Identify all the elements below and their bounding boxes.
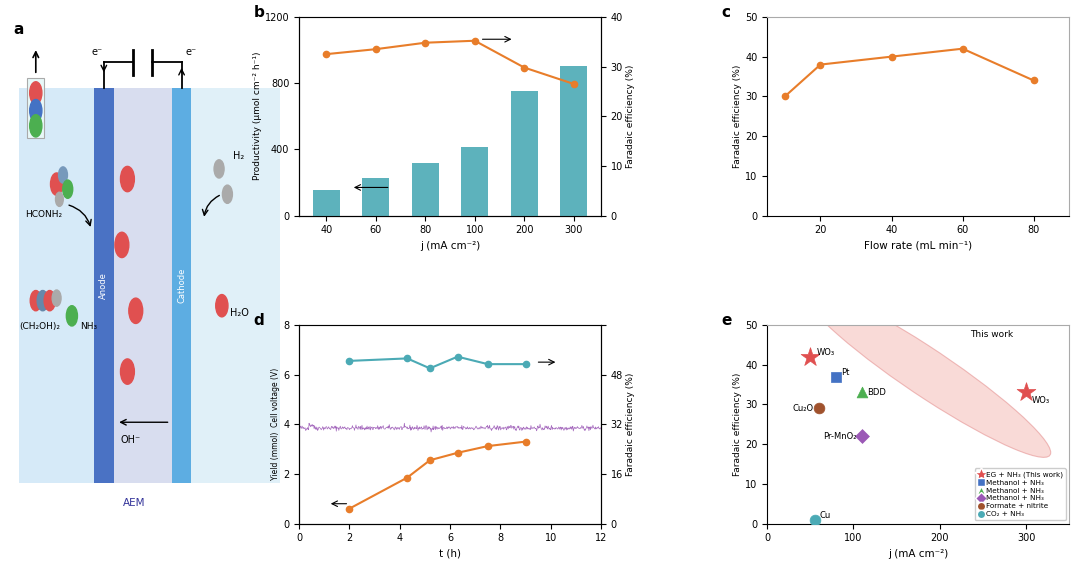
Point	[827, 372, 845, 381]
Y-axis label: Faradaic efficiency (%): Faradaic efficiency (%)	[626, 373, 635, 476]
Text: OH⁻: OH⁻	[120, 435, 140, 445]
Circle shape	[121, 359, 134, 384]
Text: BDD: BDD	[867, 388, 886, 397]
FancyBboxPatch shape	[27, 78, 44, 138]
Text: This work: This work	[970, 330, 1013, 339]
Text: (CH₂OH)₂: (CH₂OH)₂	[19, 321, 60, 330]
Legend: EG + NH₃ (This work), Methanol + NH₃, Methanol + NH₃, Methanol + NH₃, Formate + : EG + NH₃ (This work), Methanol + NH₃, Me…	[975, 468, 1066, 520]
Circle shape	[44, 291, 55, 311]
Y-axis label: Faradaic efficiency (%): Faradaic efficiency (%)	[733, 65, 742, 168]
Y-axis label: Faradaic efficiency (%): Faradaic efficiency (%)	[733, 373, 742, 476]
Text: e⁻: e⁻	[186, 47, 197, 57]
Text: Cu₂O: Cu₂O	[793, 404, 813, 413]
FancyBboxPatch shape	[19, 88, 280, 483]
Text: Cu: Cu	[820, 511, 831, 520]
Circle shape	[37, 291, 49, 311]
Circle shape	[216, 294, 228, 317]
Y-axis label: Productivity (μmol cm⁻² h⁻¹): Productivity (μmol cm⁻² h⁻¹)	[253, 52, 261, 181]
Y-axis label: Faradaic efficiency (%): Faradaic efficiency (%)	[626, 65, 635, 168]
Text: HCONH₂: HCONH₂	[25, 210, 62, 219]
Text: e⁻: e⁻	[92, 47, 103, 57]
Point	[853, 432, 870, 441]
X-axis label: Flow rate (mL min⁻¹): Flow rate (mL min⁻¹)	[864, 241, 972, 251]
Text: WO₃: WO₃	[1031, 396, 1050, 405]
Text: Anode: Anode	[99, 272, 108, 299]
Text: e: e	[721, 313, 732, 328]
Bar	[312, 190, 340, 216]
Point	[806, 515, 823, 524]
Circle shape	[222, 185, 232, 203]
Text: Cathode: Cathode	[177, 268, 186, 303]
Circle shape	[114, 232, 129, 258]
Point	[801, 352, 819, 361]
Point	[1017, 388, 1035, 397]
Circle shape	[121, 166, 134, 191]
Bar	[561, 66, 588, 216]
Circle shape	[129, 298, 143, 323]
Text: c: c	[721, 5, 731, 20]
X-axis label: j (mA cm⁻²): j (mA cm⁻²)	[888, 549, 948, 559]
Text: H₂O: H₂O	[230, 308, 249, 318]
Ellipse shape	[802, 288, 1051, 457]
Text: Pr-MnO₂: Pr-MnO₂	[823, 432, 856, 441]
FancyBboxPatch shape	[172, 88, 191, 483]
FancyBboxPatch shape	[95, 88, 173, 483]
X-axis label: t (h): t (h)	[438, 549, 461, 559]
Circle shape	[214, 160, 224, 178]
Text: a: a	[14, 22, 24, 37]
Circle shape	[58, 167, 67, 183]
Circle shape	[55, 192, 64, 207]
Y-axis label: Yield (mmol)  Cell voltage (V): Yield (mmol) Cell voltage (V)	[271, 368, 280, 480]
Bar	[461, 147, 488, 216]
Text: d: d	[254, 313, 265, 328]
Point	[853, 388, 870, 397]
Circle shape	[29, 100, 42, 122]
X-axis label: j (mA cm⁻²): j (mA cm⁻²)	[420, 241, 481, 251]
Text: Pt: Pt	[841, 368, 850, 377]
Bar	[411, 163, 438, 216]
Circle shape	[30, 291, 41, 311]
Text: H₂: H₂	[233, 151, 244, 161]
Circle shape	[66, 306, 78, 326]
Circle shape	[51, 173, 63, 195]
Point	[810, 404, 827, 413]
FancyBboxPatch shape	[183, 88, 280, 483]
Circle shape	[29, 115, 42, 137]
Circle shape	[29, 82, 42, 104]
Text: b: b	[254, 5, 265, 20]
Bar	[511, 91, 538, 216]
FancyBboxPatch shape	[94, 88, 113, 483]
Circle shape	[63, 180, 72, 198]
Text: NH₃: NH₃	[80, 321, 97, 330]
Bar	[362, 177, 390, 216]
Text: WO₃: WO₃	[818, 348, 835, 357]
Text: AEM: AEM	[123, 498, 146, 508]
Circle shape	[52, 290, 62, 306]
